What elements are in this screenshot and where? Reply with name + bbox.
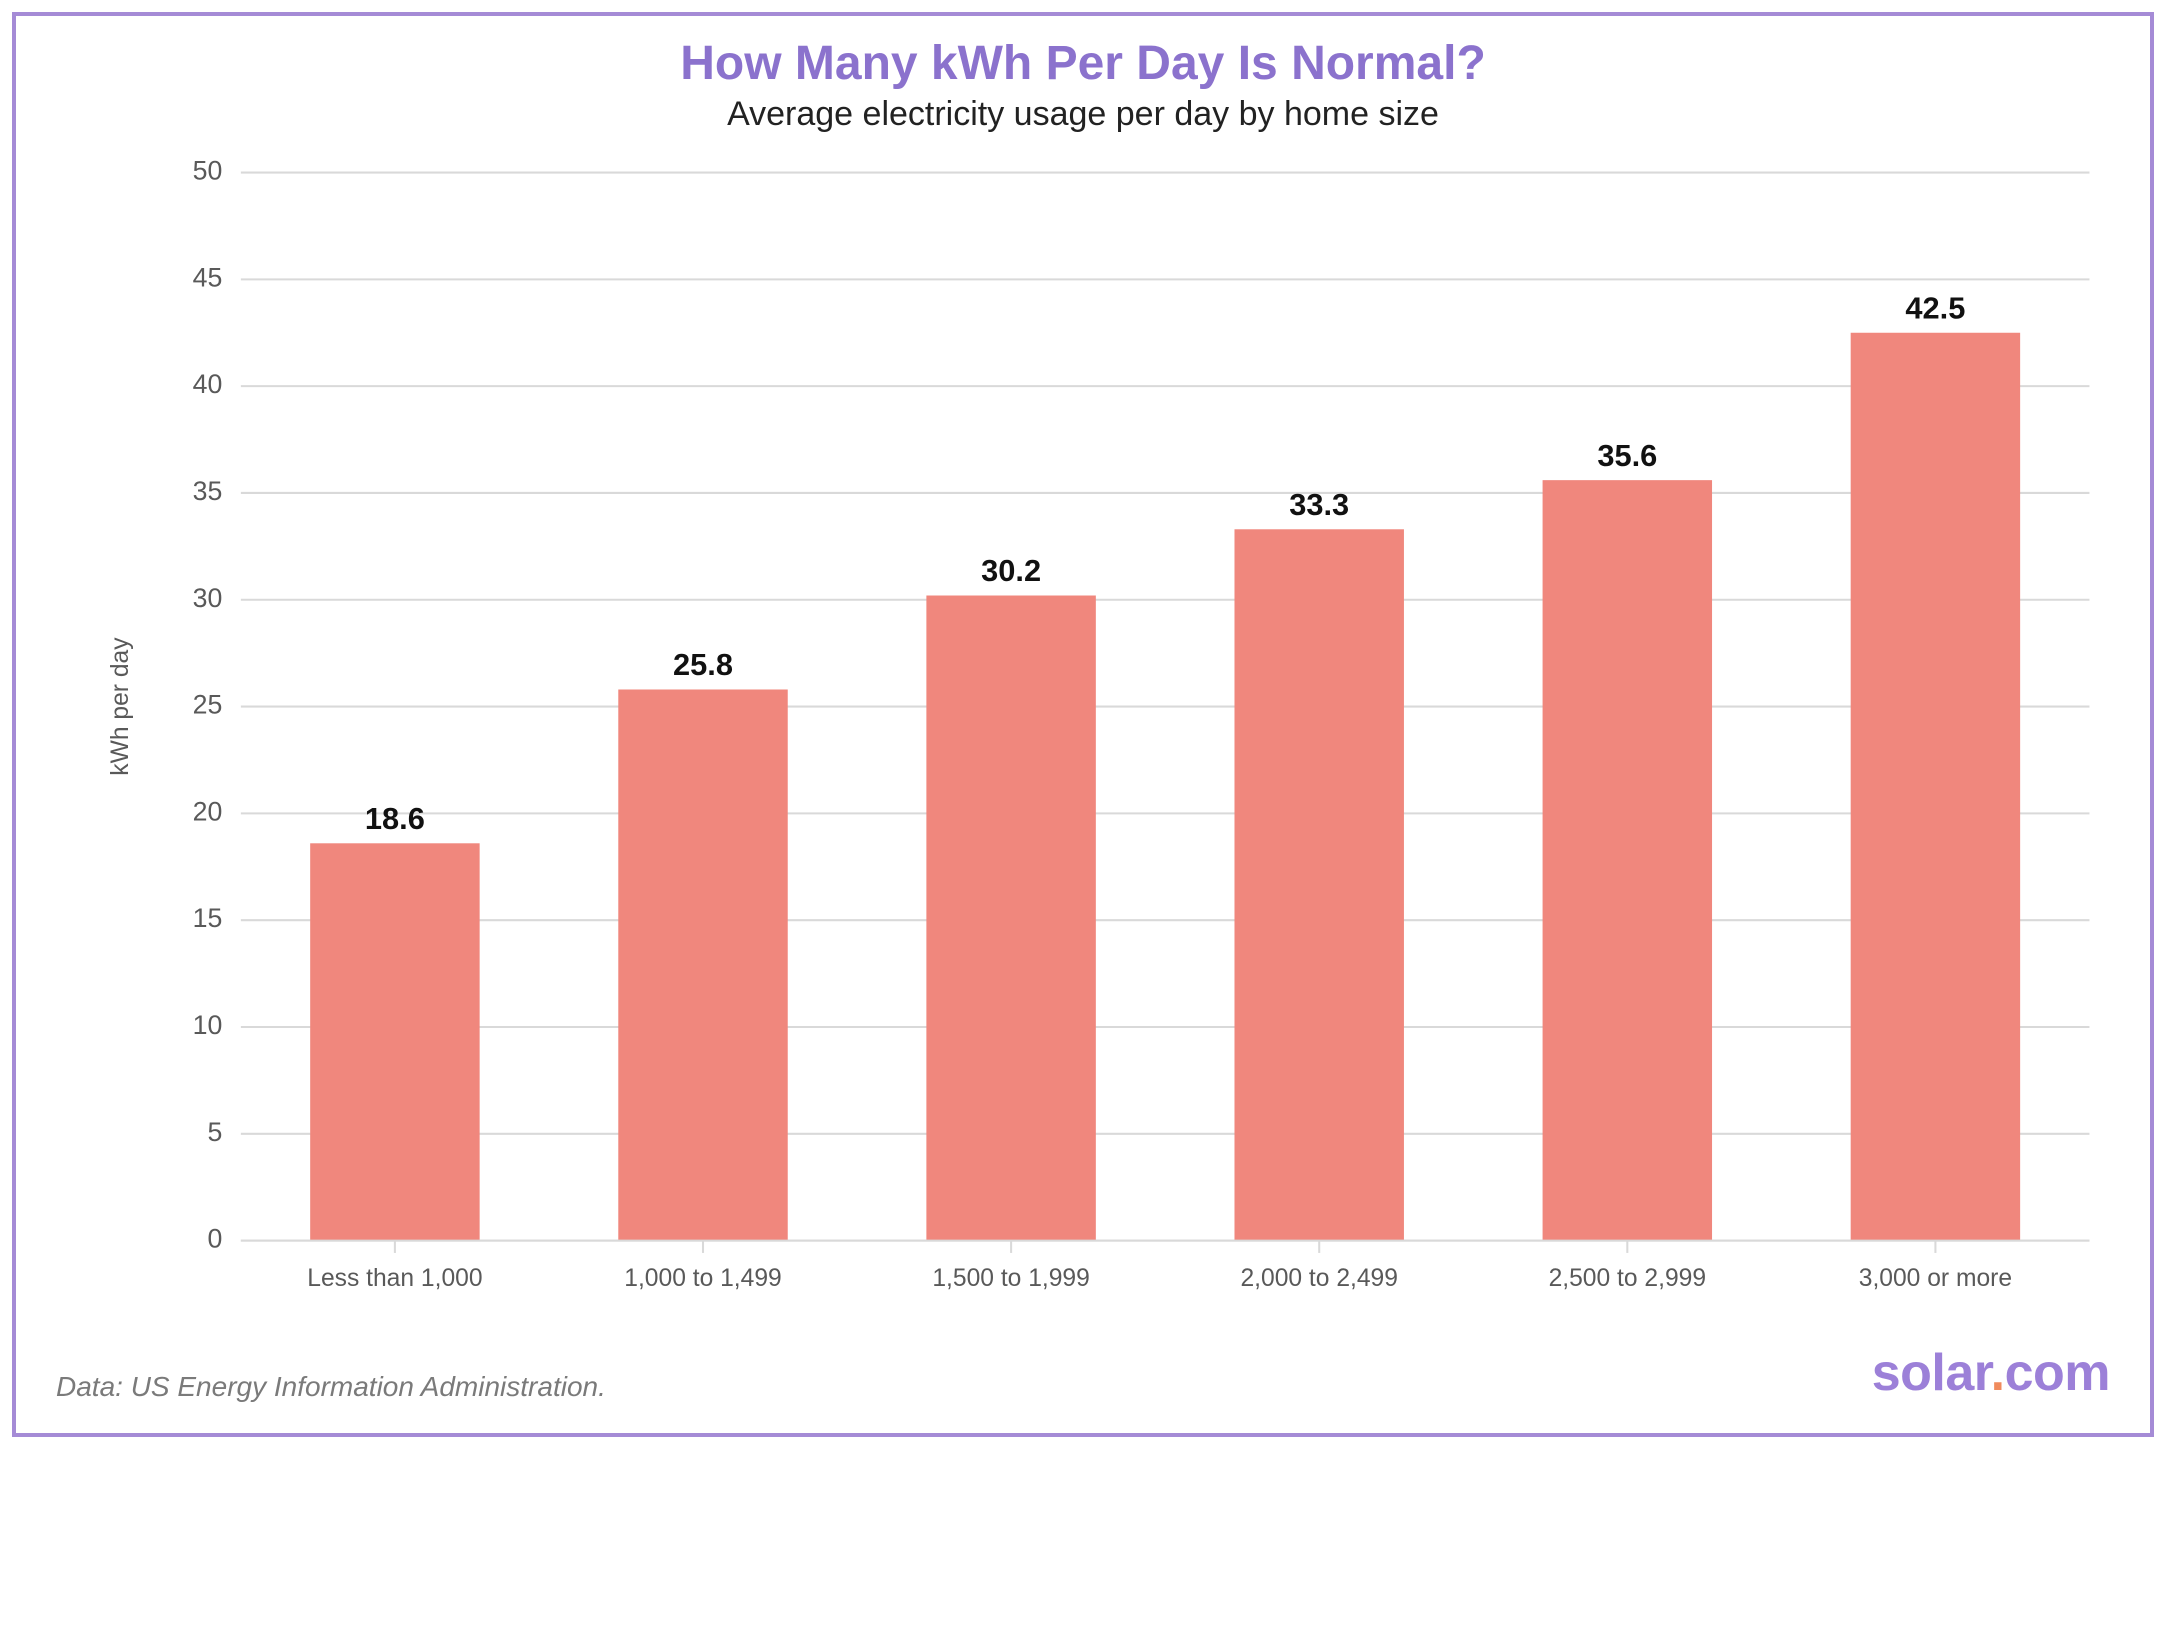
logo-part-solar: solar xyxy=(1872,1344,1991,1402)
y-axis-label: kWh per day xyxy=(107,637,134,776)
y-tick-label: 15 xyxy=(193,903,223,933)
bar xyxy=(618,689,787,1240)
bar-chart: 0 5 10 15 20 25 30 35 40 45 50 kWh per day 18.6 Less … xyxy=(56,152,2110,1333)
x-category-label: 1,000 to 1,499 xyxy=(624,1265,781,1292)
y-tick-label: 35 xyxy=(193,476,223,506)
bar-value-label: 33.3 xyxy=(1289,487,1349,522)
y-tick-label: 5 xyxy=(208,1117,223,1147)
bar-value-label: 18.6 xyxy=(365,801,425,836)
bar xyxy=(1543,480,1712,1240)
x-category-label: 2,000 to 2,499 xyxy=(1240,1265,1397,1292)
y-tick-label: 10 xyxy=(193,1010,223,1040)
x-category-label: 2,500 to 2,999 xyxy=(1549,1265,1706,1292)
bar-value-label: 30.2 xyxy=(981,553,1041,588)
brand-logo: solar.com xyxy=(1872,1343,2110,1403)
bar-value-label: 42.5 xyxy=(1905,290,1965,325)
chart-title: How Many kWh Per Day Is Normal? xyxy=(56,36,2110,91)
y-tick-label: 40 xyxy=(193,369,223,399)
y-tick-label: 45 xyxy=(193,262,223,292)
chart-frame: How Many kWh Per Day Is Normal? Average … xyxy=(12,12,2154,1437)
y-tick-label: 30 xyxy=(193,583,223,613)
logo-part-com: com xyxy=(2005,1344,2110,1402)
bar xyxy=(926,595,1095,1240)
y-tick-label: 50 xyxy=(193,156,223,186)
x-category-label: Less than 1,000 xyxy=(307,1265,482,1292)
y-tick-label: 0 xyxy=(208,1224,223,1254)
bar xyxy=(1851,333,2020,1241)
y-tick-label: 25 xyxy=(193,690,223,720)
bar-value-label: 25.8 xyxy=(673,647,733,682)
bar-value-label: 35.6 xyxy=(1597,438,1657,473)
y-tick-label: 20 xyxy=(193,796,223,826)
chart-subtitle: Average electricity usage per day by hom… xyxy=(56,95,2110,134)
bar xyxy=(1234,529,1403,1240)
x-category-label: 3,000 or more xyxy=(1859,1265,2012,1292)
bar xyxy=(310,843,479,1240)
logo-part-dot: . xyxy=(1991,1344,2005,1402)
data-source: Data: US Energy Information Administrati… xyxy=(56,1371,606,1403)
x-category-label: 1,500 to 1,999 xyxy=(932,1265,1089,1292)
chart-area: 0 5 10 15 20 25 30 35 40 45 50 kWh per day 18.6 Less … xyxy=(56,152,2110,1333)
